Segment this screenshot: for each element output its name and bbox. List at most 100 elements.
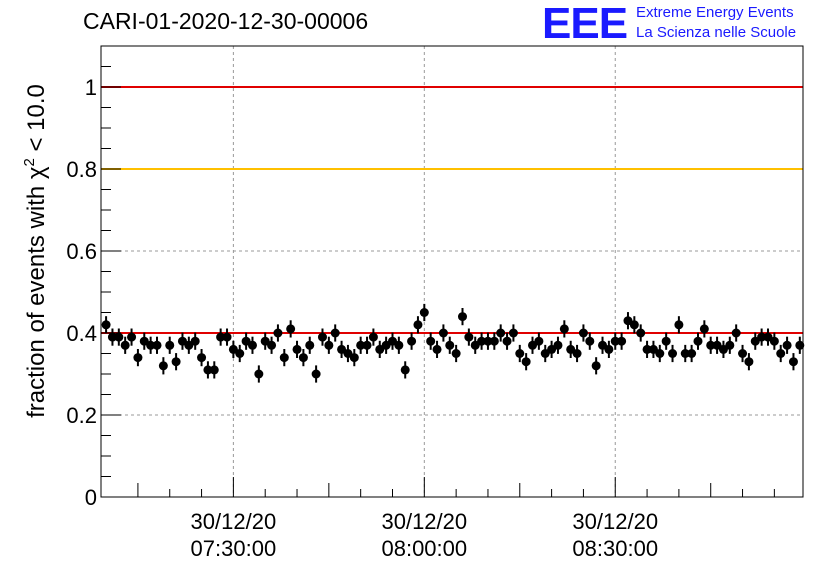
chart-title: CARI-01-2020-12-30-00006 <box>83 8 369 34</box>
data-point <box>419 308 429 317</box>
data-point <box>362 340 372 350</box>
data-point <box>216 332 226 342</box>
data-point <box>349 353 359 363</box>
data-point <box>769 336 779 346</box>
data-point <box>661 336 671 346</box>
data-point <box>101 320 111 330</box>
data-point <box>750 336 760 346</box>
x-tick-label-time: 08:30:00 <box>572 536 658 561</box>
y-axis-label: fraction of events with χ2 < 10.0 <box>21 84 50 418</box>
data-point <box>438 328 448 338</box>
eee-logo: EEE Extreme Energy Events La Scienza nel… <box>542 2 832 46</box>
data-point <box>598 340 608 350</box>
data-point <box>343 349 353 358</box>
data-point <box>508 328 518 338</box>
data-point <box>623 316 633 326</box>
y-tick-label: 0.8 <box>66 157 97 182</box>
data-point <box>171 357 181 367</box>
data-point <box>394 340 404 350</box>
data-point <box>337 344 347 354</box>
data-point <box>731 328 741 338</box>
data-point <box>254 369 264 379</box>
data-point <box>139 336 149 346</box>
logo-line-1: Extreme Energy Events <box>636 4 794 21</box>
data-point <box>763 332 773 342</box>
data-point <box>636 328 646 338</box>
data-point <box>470 340 480 350</box>
data-point <box>222 332 232 342</box>
data-point <box>298 353 308 363</box>
grid-layer <box>101 46 803 497</box>
data-point <box>534 336 544 346</box>
data-point <box>648 344 658 354</box>
data-point <box>680 349 690 358</box>
data-point <box>273 328 283 338</box>
data-point <box>158 361 168 371</box>
data-point <box>738 349 748 358</box>
x-tick-label-date: 30/12/20 <box>572 509 658 534</box>
data-point <box>228 344 238 354</box>
y-tick-label: 0.6 <box>66 239 97 264</box>
data-point <box>464 332 474 342</box>
x-tick-label-time: 07:30:00 <box>191 536 277 561</box>
data-point <box>387 336 397 346</box>
axes: 00.20.40.60.8130/12/2007:30:0030/12/2008… <box>66 45 775 561</box>
data-point <box>668 349 678 358</box>
eee-logo-mark: EEE <box>542 0 628 48</box>
data-point <box>146 340 156 350</box>
data-point <box>413 320 423 330</box>
data-point <box>445 340 455 350</box>
data-point <box>502 336 512 346</box>
x-tick-label-date: 30/12/20 <box>381 509 467 534</box>
x-tick-label-time: 08:00:00 <box>381 536 467 561</box>
y-tick-label: 1 <box>85 75 97 100</box>
data-point <box>604 344 614 354</box>
data-point <box>687 349 697 358</box>
data-point <box>559 324 569 334</box>
data-point <box>241 336 251 346</box>
data-point <box>757 332 767 342</box>
data-point <box>107 332 117 342</box>
data-point <box>356 340 366 350</box>
data-point <box>521 357 531 367</box>
data-point <box>127 332 137 342</box>
data-point <box>209 365 219 375</box>
data-point <box>782 340 792 350</box>
data-point <box>483 336 493 346</box>
data-point <box>725 340 735 350</box>
plot-frame <box>100 45 804 498</box>
data-point <box>744 357 754 367</box>
data-point <box>190 336 200 346</box>
data-point <box>776 349 786 358</box>
data-point <box>324 340 334 350</box>
data-point <box>629 320 639 330</box>
data-point <box>610 336 620 346</box>
data-point <box>286 324 296 334</box>
data-point <box>235 349 245 358</box>
data-point <box>177 336 187 346</box>
y-tick-label: 0 <box>85 485 97 510</box>
data-point <box>184 340 194 350</box>
data-point <box>247 340 257 350</box>
data-point <box>642 344 652 354</box>
data-point <box>451 349 461 358</box>
data-point <box>795 340 805 350</box>
data-point <box>528 340 538 350</box>
data-point <box>655 349 665 358</box>
data-point <box>426 336 436 346</box>
data-point <box>572 349 582 358</box>
data-point <box>260 336 270 346</box>
data-point <box>674 320 684 330</box>
data-point <box>197 353 207 363</box>
data-point <box>317 332 327 342</box>
data-point <box>553 340 563 350</box>
y-tick-label: 0.4 <box>66 321 97 346</box>
data-point <box>496 328 506 338</box>
data-point <box>540 349 550 358</box>
data-point <box>120 340 130 350</box>
data-point <box>165 340 175 350</box>
data-point <box>133 353 143 363</box>
logo-line-2: La Scienza nelle Scuole <box>636 24 797 41</box>
